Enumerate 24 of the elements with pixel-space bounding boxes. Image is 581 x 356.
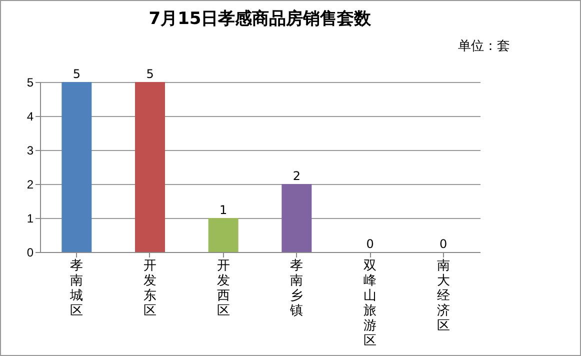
- data-label: 0: [440, 237, 448, 251]
- y-tick-label: 3: [26, 144, 34, 158]
- x-tick-label: 孝南城区: [69, 258, 84, 318]
- bar: [62, 82, 92, 252]
- y-tick-label: 0: [26, 246, 34, 260]
- data-label: 5: [146, 67, 154, 81]
- chart-subtitle: 单位：套: [458, 38, 510, 55]
- y-tick-label: 1: [26, 212, 34, 226]
- x-tick-label: 双峰山旅游区: [364, 258, 376, 348]
- y-tick-label: 2: [26, 178, 34, 192]
- data-label: 2: [292, 169, 300, 183]
- x-tick-label: 孝南乡镇: [289, 258, 304, 318]
- bar: [208, 218, 238, 252]
- bar: [135, 82, 165, 252]
- chart-title: 7月15日孝感商品房销售套数: [148, 9, 372, 29]
- data-label: 5: [72, 67, 80, 81]
- y-tick-label: 5: [26, 76, 34, 90]
- bar: [282, 184, 312, 252]
- x-tick-label: 开发东区: [144, 258, 156, 318]
- y-tick-label: 4: [26, 110, 34, 124]
- data-label: 0: [366, 237, 374, 251]
- x-tick-label: 开发西区: [216, 258, 230, 318]
- data-label: 1: [220, 203, 228, 217]
- x-tick-label: 南大经济区: [436, 258, 450, 334]
